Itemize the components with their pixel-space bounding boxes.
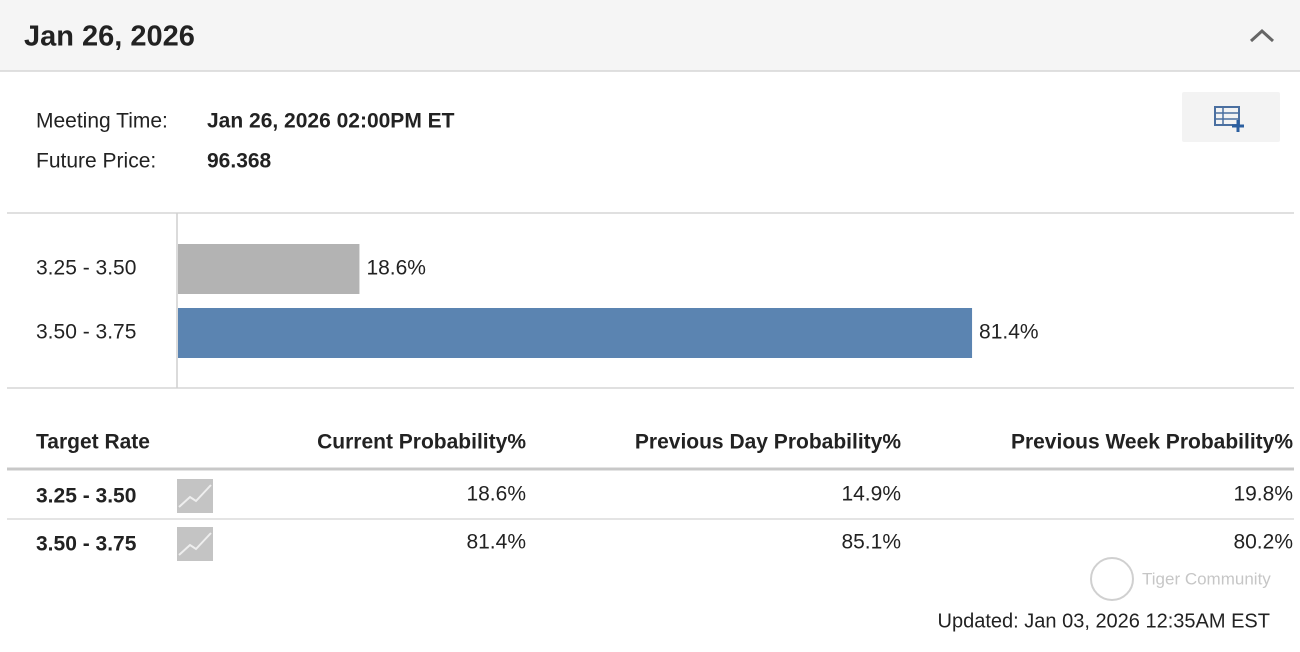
- cell: 14.9%: [841, 483, 901, 506]
- header-bar: [0, 0, 1300, 71]
- watermark: Tiger Community: [1090, 557, 1271, 601]
- plus-icon[interactable]: [1232, 120, 1244, 132]
- bar-chart: 3.25 - 3.50 18.6% 3.50 - 3.75 81.4%: [36, 244, 1039, 358]
- category-label: 3.50 - 3.75: [36, 321, 136, 344]
- category-label: 3.25 - 3.50: [36, 257, 136, 280]
- row-label: 3.50 - 3.75: [36, 533, 137, 556]
- watermark-logo: [1090, 557, 1134, 601]
- meeting-value: Jan 26, 2026 02:00PM ET: [207, 110, 455, 133]
- meeting-label: Meeting Time:: [36, 110, 168, 133]
- trend-line[interactable]: [178, 532, 212, 556]
- trend-line[interactable]: [178, 484, 212, 508]
- row-label: 3.25 - 3.50: [36, 485, 136, 508]
- cell: 85.1%: [841, 531, 901, 554]
- export-button[interactable]: [1182, 92, 1280, 142]
- bar: [178, 244, 360, 294]
- value-label: 18.6%: [366, 257, 426, 280]
- value-label: 81.4%: [979, 321, 1039, 344]
- cell: 80.2%: [1233, 531, 1293, 554]
- bar: [178, 308, 973, 358]
- column-header: Target Rate: [36, 431, 150, 454]
- column-header: Current Probability%: [317, 431, 526, 454]
- trend-icon[interactable]: [177, 479, 213, 513]
- table-icon[interactable]: [1214, 106, 1240, 126]
- cell: 19.8%: [1233, 483, 1293, 506]
- cell: 18.6%: [466, 483, 526, 506]
- trend-icon[interactable]: [177, 527, 213, 561]
- column-header: Previous Week Probability%: [1011, 431, 1293, 454]
- table-body: 3.25 - 3.50 18.6% 14.9% 19.8% 3.50 - 3.75 81.…: [36, 479, 1293, 561]
- table-icon-grid[interactable]: [1215, 107, 1239, 125]
- collapse-icon[interactable]: [1249, 28, 1275, 43]
- price-value: 96.368: [207, 150, 272, 173]
- column-header: Previous Day Probability%: [635, 431, 901, 454]
- cell: 81.4%: [466, 531, 526, 554]
- updated-text: Updated: Jan 03, 2026 12:35AM EST: [938, 610, 1270, 632]
- price-label: Future Price:: [36, 150, 156, 173]
- header-title: Jan 26, 2026: [24, 21, 195, 53]
- watermark-text: Tiger Community: [1142, 569, 1271, 588]
- button-bg[interactable]: [1182, 92, 1280, 142]
